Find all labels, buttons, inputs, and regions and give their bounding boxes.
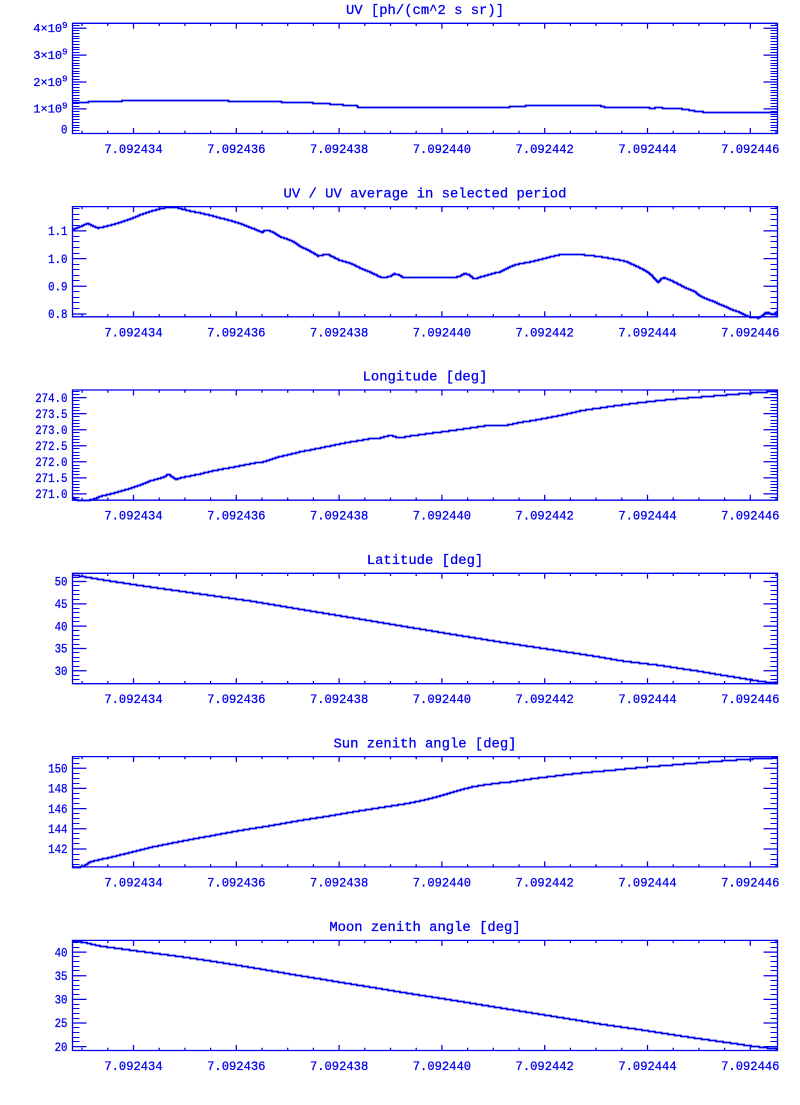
svg-text:35: 35 xyxy=(55,969,68,984)
svg-text:7.092444: 7.092444 xyxy=(618,325,676,340)
svg-text:1×109: 1×109 xyxy=(33,102,67,117)
svg-text:7.092446: 7.092446 xyxy=(721,325,779,340)
svg-text:7.092440: 7.092440 xyxy=(413,325,471,340)
svg-text:7.092438: 7.092438 xyxy=(310,1059,368,1074)
svg-text:7.092438: 7.092438 xyxy=(310,875,368,890)
svg-text:7.092440: 7.092440 xyxy=(413,875,471,890)
svg-text:7.092440: 7.092440 xyxy=(413,692,471,707)
svg-text:144: 144 xyxy=(48,822,68,837)
svg-text:7.092446: 7.092446 xyxy=(721,692,779,707)
svg-text:7.092434: 7.092434 xyxy=(104,1059,162,1074)
svg-text:UV [ph/(cm^2 s sr)]: UV [ph/(cm^2 s sr)] xyxy=(346,3,504,19)
svg-text:Moon zenith angle [deg]: Moon zenith angle [deg] xyxy=(329,920,520,936)
svg-text:7.092436: 7.092436 xyxy=(207,692,265,707)
svg-text:7.092444: 7.092444 xyxy=(618,142,676,157)
svg-text:40: 40 xyxy=(55,619,68,634)
svg-text:45: 45 xyxy=(55,597,68,612)
svg-text:50: 50 xyxy=(55,575,68,590)
svg-text:7.092444: 7.092444 xyxy=(618,509,676,524)
svg-text:7.092442: 7.092442 xyxy=(516,1059,574,1074)
svg-text:2×109: 2×109 xyxy=(33,75,67,90)
svg-text:273.5: 273.5 xyxy=(35,407,67,422)
svg-text:30: 30 xyxy=(55,993,68,1008)
svg-text:142: 142 xyxy=(48,842,67,857)
svg-text:7.092438: 7.092438 xyxy=(310,509,368,524)
svg-text:7.092434: 7.092434 xyxy=(104,142,162,157)
svg-text:20: 20 xyxy=(55,1040,68,1055)
svg-text:Latitude [deg]: Latitude [deg] xyxy=(367,553,483,569)
svg-text:0: 0 xyxy=(61,123,67,138)
svg-text:7.092446: 7.092446 xyxy=(721,875,779,890)
svg-text:40: 40 xyxy=(55,945,68,960)
svg-text:7.092436: 7.092436 xyxy=(207,875,265,890)
svg-text:4×109: 4×109 xyxy=(33,21,67,36)
svg-text:7.092442: 7.092442 xyxy=(516,875,574,890)
svg-text:3×109: 3×109 xyxy=(33,48,67,63)
svg-text:7.092444: 7.092444 xyxy=(618,692,676,707)
svg-text:0.9: 0.9 xyxy=(48,280,67,295)
svg-text:25: 25 xyxy=(55,1016,68,1031)
svg-text:7.092436: 7.092436 xyxy=(207,142,265,157)
svg-text:Sun zenith angle [deg]: Sun zenith angle [deg] xyxy=(333,736,516,752)
svg-text:UV / UV average in selected pe: UV / UV average in selected period xyxy=(284,186,567,202)
svg-text:30: 30 xyxy=(55,664,68,679)
svg-text:7.092434: 7.092434 xyxy=(104,875,162,890)
svg-text:7.092434: 7.092434 xyxy=(104,509,162,524)
svg-text:146: 146 xyxy=(48,802,67,817)
svg-text:7.092438: 7.092438 xyxy=(310,142,368,157)
svg-text:7.092436: 7.092436 xyxy=(207,1059,265,1074)
svg-text:7.092442: 7.092442 xyxy=(516,142,574,157)
svg-text:7.092444: 7.092444 xyxy=(618,1059,676,1074)
svg-text:7.092442: 7.092442 xyxy=(516,325,574,340)
svg-text:7.092436: 7.092436 xyxy=(207,325,265,340)
svg-text:273.0: 273.0 xyxy=(35,423,67,438)
svg-text:274.0: 274.0 xyxy=(35,391,67,406)
svg-text:148: 148 xyxy=(48,782,67,797)
svg-text:7.092438: 7.092438 xyxy=(310,692,368,707)
svg-text:35: 35 xyxy=(55,642,68,657)
svg-text:7.092446: 7.092446 xyxy=(721,1059,779,1074)
svg-text:7.092444: 7.092444 xyxy=(618,875,676,890)
svg-text:271.0: 271.0 xyxy=(35,487,67,502)
svg-text:7.092434: 7.092434 xyxy=(104,692,162,707)
svg-text:150: 150 xyxy=(48,761,67,776)
svg-text:7.092442: 7.092442 xyxy=(516,509,574,524)
svg-text:7.092446: 7.092446 xyxy=(721,509,779,524)
svg-text:0.8: 0.8 xyxy=(48,307,67,322)
svg-text:7.092440: 7.092440 xyxy=(413,142,471,157)
svg-text:1.0: 1.0 xyxy=(48,252,67,267)
svg-text:7.092436: 7.092436 xyxy=(207,509,265,524)
svg-text:272.5: 272.5 xyxy=(35,439,67,454)
svg-text:1.1: 1.1 xyxy=(48,224,68,239)
svg-text:Longitude [deg]: Longitude [deg] xyxy=(363,370,488,386)
svg-text:7.092446: 7.092446 xyxy=(721,142,779,157)
svg-text:271.5: 271.5 xyxy=(35,471,67,486)
svg-text:7.092440: 7.092440 xyxy=(413,509,471,524)
svg-text:7.092442: 7.092442 xyxy=(516,692,574,707)
svg-text:7.092438: 7.092438 xyxy=(310,325,368,340)
svg-text:272.0: 272.0 xyxy=(35,455,67,470)
svg-text:7.092434: 7.092434 xyxy=(104,325,162,340)
svg-text:7.092440: 7.092440 xyxy=(413,1059,471,1074)
